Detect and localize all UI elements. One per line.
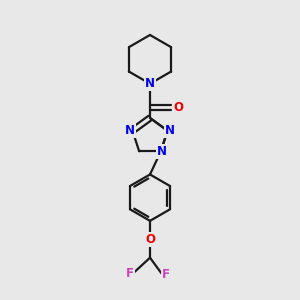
Text: O: O [173,101,183,114]
Text: F: F [162,268,170,281]
Text: N: N [165,124,175,136]
Text: N: N [145,77,155,90]
Text: O: O [146,233,156,246]
Text: F: F [126,267,134,280]
Text: N: N [157,146,167,158]
Text: N: N [125,124,135,136]
